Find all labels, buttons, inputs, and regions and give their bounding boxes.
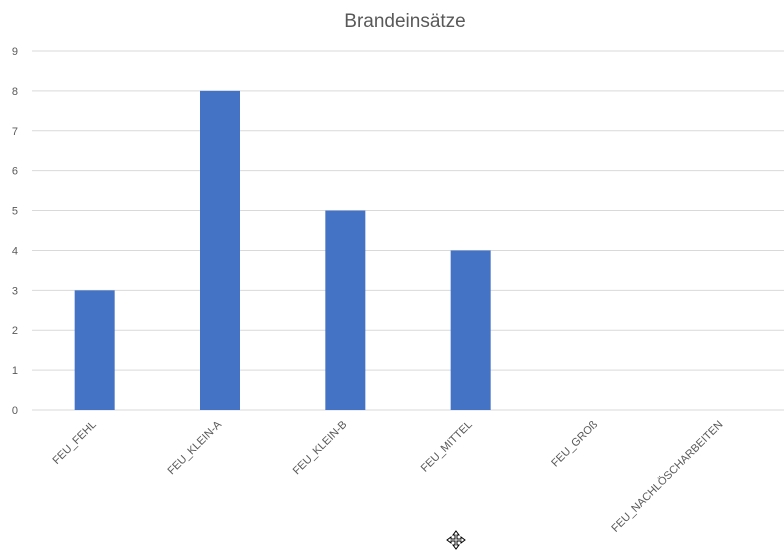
y-tick-label: 6 <box>12 166 18 178</box>
bar <box>74 290 115 410</box>
move-cursor-icon <box>446 530 466 550</box>
x-category-label: FEU_KLEIN-B <box>291 419 350 478</box>
y-axis-tick-labels: 0 1 2 3 4 5 6 7 8 9 <box>12 46 18 417</box>
y-tick-label: 1 <box>12 365 18 377</box>
y-tick-label: 2 <box>12 325 18 337</box>
x-category-label: FEU_NACHLÖSCHARBEITEN <box>609 419 725 535</box>
x-category-label: FEU_MITTEL <box>419 419 475 475</box>
x-category-label: FEU_FEHL <box>51 419 99 467</box>
bar <box>325 210 366 410</box>
gridlines <box>32 50 784 411</box>
bar <box>200 90 240 410</box>
bar <box>450 250 491 410</box>
y-tick-label: 0 <box>12 405 18 417</box>
x-category-label: FEU_KLEIN-A <box>165 418 224 477</box>
y-tick-label: 4 <box>12 245 18 257</box>
y-tick-label: 7 <box>12 126 18 138</box>
x-axis-category-labels: FEU_FEHL FEU_KLEIN-A FEU_KLEIN-B FEU_MITTEL… <box>51 418 726 535</box>
y-tick-label: 3 <box>12 285 18 297</box>
y-tick-label: 9 <box>12 46 18 58</box>
bars <box>74 90 491 410</box>
x-category-label: FEU_GROß <box>549 418 600 469</box>
y-tick-label: 5 <box>12 206 18 218</box>
chart-title: Brandeinsätze <box>344 11 465 32</box>
y-tick-label: 8 <box>12 86 18 98</box>
